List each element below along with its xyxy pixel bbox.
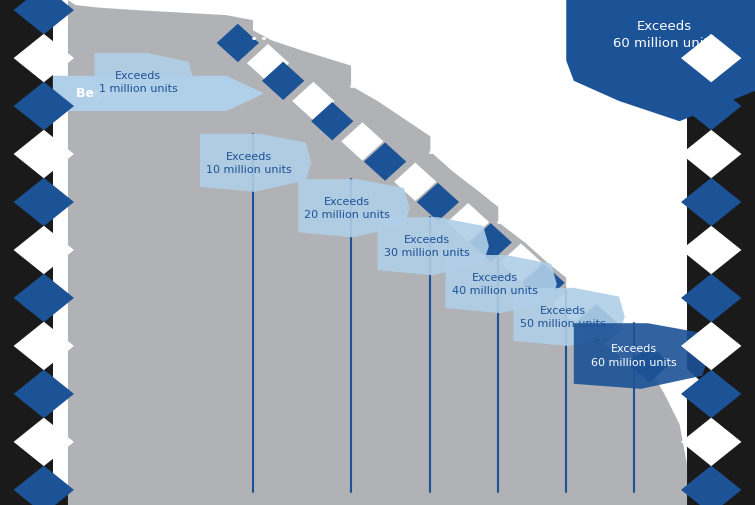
- Polygon shape: [14, 130, 74, 178]
- Polygon shape: [681, 370, 741, 418]
- Polygon shape: [292, 82, 334, 120]
- Polygon shape: [553, 284, 595, 322]
- Polygon shape: [574, 323, 709, 389]
- Polygon shape: [53, 76, 264, 111]
- Text: Exceeds
60 million units: Exceeds 60 million units: [613, 20, 716, 50]
- Text: Exceeds
50 million units: Exceeds 50 million units: [519, 306, 606, 329]
- Text: Exceeds
20 million units: Exceeds 20 million units: [304, 197, 390, 220]
- Polygon shape: [378, 217, 489, 275]
- Polygon shape: [445, 255, 557, 313]
- Polygon shape: [681, 130, 741, 178]
- Polygon shape: [14, 226, 74, 274]
- Polygon shape: [681, 322, 741, 370]
- Polygon shape: [94, 53, 194, 111]
- Polygon shape: [217, 24, 259, 62]
- Text: Exceeds
60 million units: Exceeds 60 million units: [591, 344, 677, 368]
- Polygon shape: [311, 102, 353, 140]
- Polygon shape: [394, 163, 436, 201]
- Polygon shape: [68, 0, 687, 505]
- Text: Exceeds
10 million units: Exceeds 10 million units: [206, 152, 292, 175]
- Text: Exceeds
40 million units: Exceeds 40 million units: [451, 273, 538, 296]
- Polygon shape: [447, 203, 489, 241]
- Polygon shape: [566, 0, 755, 121]
- Polygon shape: [14, 370, 74, 418]
- Text: Exceeds
1 million units: Exceeds 1 million units: [99, 71, 177, 94]
- Polygon shape: [681, 0, 741, 34]
- Polygon shape: [417, 183, 459, 221]
- Polygon shape: [14, 418, 74, 466]
- Polygon shape: [681, 274, 741, 322]
- Polygon shape: [681, 418, 741, 466]
- Polygon shape: [628, 344, 670, 383]
- Polygon shape: [681, 466, 741, 505]
- Polygon shape: [14, 0, 74, 34]
- Polygon shape: [681, 34, 741, 82]
- Polygon shape: [364, 142, 406, 181]
- Polygon shape: [681, 178, 741, 226]
- Polygon shape: [522, 264, 565, 302]
- Polygon shape: [575, 304, 618, 342]
- Text: Exceeds
30 million units: Exceeds 30 million units: [384, 235, 470, 258]
- Polygon shape: [470, 223, 512, 262]
- Polygon shape: [14, 466, 74, 505]
- FancyBboxPatch shape: [0, 0, 53, 505]
- FancyBboxPatch shape: [687, 0, 755, 505]
- Polygon shape: [262, 62, 304, 100]
- Polygon shape: [200, 134, 311, 192]
- Polygon shape: [14, 274, 74, 322]
- Polygon shape: [606, 324, 648, 363]
- Polygon shape: [14, 34, 74, 82]
- Polygon shape: [298, 179, 409, 237]
- Polygon shape: [681, 82, 741, 130]
- Polygon shape: [681, 226, 741, 274]
- Polygon shape: [14, 178, 74, 226]
- Polygon shape: [341, 122, 384, 161]
- Polygon shape: [247, 44, 289, 82]
- Polygon shape: [500, 243, 542, 282]
- Polygon shape: [14, 82, 74, 130]
- Polygon shape: [14, 322, 74, 370]
- Text: Begin sales: Begin sales: [76, 87, 156, 100]
- Polygon shape: [513, 288, 625, 346]
- FancyBboxPatch shape: [0, 492, 755, 505]
- Polygon shape: [658, 362, 701, 400]
